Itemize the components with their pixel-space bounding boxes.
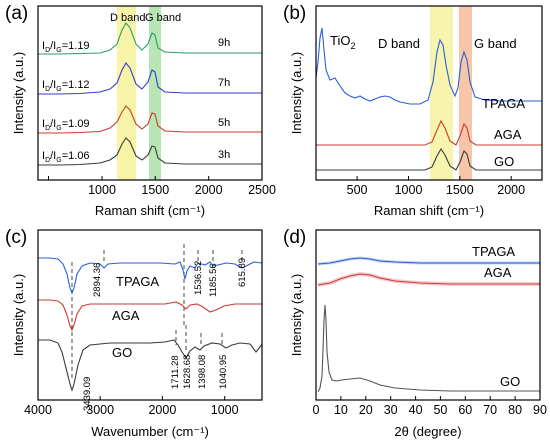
panel-c-frame [37, 229, 263, 401]
panel-b-xlabel: Raman shift (cm⁻¹) [374, 203, 484, 218]
panel-d-xtick-70: 70 [483, 403, 497, 417]
panel-d: (d) TPAGA AGA GO 0 10 20 30 40 50 60 70 … [283, 227, 547, 439]
panel-c-series-go [38, 339, 263, 392]
panel-a-series-3h [38, 137, 262, 166]
panel-c-xtick-4000: 4000 [24, 403, 52, 417]
panel-c-peak-1536: 1536.52 [193, 261, 204, 295]
panel-c-peak-3439: 3439.09 [82, 377, 93, 411]
panel-a-series-5h [38, 105, 262, 134]
panel-a-label: (a) [5, 3, 28, 24]
panel-b-series-go-label: GO [494, 154, 514, 169]
panel-d-label: (d) [283, 227, 306, 248]
panel-a-series-5h-label: 5h [218, 117, 230, 129]
panel-b-xtick-2000: 2000 [497, 183, 525, 197]
panel-d-series-tpaga-label: TPAGA [472, 244, 515, 259]
panel-b-d-band [430, 6, 453, 180]
panel-a-series-9h-label: 9h [218, 37, 230, 49]
panel-d-series-go-label: GO [500, 374, 520, 389]
panel-c-xtick-3000: 3000 [86, 403, 114, 417]
panel-b-label: (b) [283, 3, 306, 24]
panel-a-series-7h-label: 7h [218, 77, 230, 89]
panel-c-xlabel: Wavenumber (cm⁻¹) [91, 424, 209, 439]
panel-d-xtick-20: 20 [359, 403, 373, 417]
panel-d-series-go [317, 304, 540, 393]
panel-a-frame [37, 5, 263, 181]
panel-c-series-go-label: GO [112, 345, 132, 360]
panel-a-ratio-5h: ID/IG=1.09 [42, 118, 90, 132]
panel-c-ylabel: Intensity (a.u.) [11, 274, 26, 356]
panel-c-xtick-2000: 2000 [148, 403, 176, 417]
panel-c: (c) TPAGA AGA GO 2894.36 1536.52 1185.56… [5, 227, 263, 439]
panel-a-series-3h-label: 3h [218, 149, 230, 161]
panel-d-series-tpaga [317, 257, 540, 265]
panel-c-series-tpaga [38, 257, 263, 295]
panel-d-xtick-90: 90 [533, 403, 547, 417]
panel-a-xlabel: Raman shift (cm⁻¹) [95, 203, 205, 218]
panel-b-xtick-1000: 1000 [395, 183, 423, 197]
panel-b-series-tpaga [315, 27, 542, 105]
panel-a-series-9h [38, 22, 262, 55]
panel-d-series-aga [317, 273, 540, 286]
panel-b-g-band [459, 6, 472, 180]
panel-d-xtick-80: 80 [508, 403, 522, 417]
panel-d-xlabel: 2θ (degree) [394, 424, 461, 439]
panel-c-label: (c) [5, 227, 27, 248]
panel-a-g-band [149, 6, 161, 180]
panel-c-ticks [37, 396, 226, 400]
panel-c-series-aga [38, 299, 262, 332]
panel-d-ticks [315, 396, 541, 400]
panel-a-ticks [48, 176, 263, 180]
panel-a-xtick-1500: 1500 [141, 183, 169, 197]
panel-d-xtick-60: 60 [458, 403, 472, 417]
panel-d-ylabel: Intensity (a.u.) [289, 274, 304, 356]
panel-a-series-7h [38, 62, 262, 95]
panel-c-peak-1711: 1711.28 [170, 355, 181, 389]
panel-b-frame [315, 5, 543, 181]
panel-b-ylabel: Intensity (a.u.) [289, 52, 304, 134]
panel-c-peak-1628: 1628.68 [182, 355, 193, 389]
panel-c-peak-1398: 1398.08 [197, 355, 208, 389]
panel-d-xtick-0: 0 [313, 403, 320, 417]
panel-b-xtick-500: 500 [347, 183, 368, 197]
panel-c-xtick-1000: 1000 [211, 403, 239, 417]
panel-c-peak-1185: 1185.56 [208, 263, 219, 297]
panel-a-ratio-3h: ID/IG=1.06 [42, 150, 90, 164]
panel-c-series-aga-label: AGA [112, 308, 140, 323]
panel-c-peak-2894: 2894.36 [92, 263, 103, 297]
panel-d-xtick-50: 50 [433, 403, 447, 417]
panel-b-g-band-label: G band [474, 36, 517, 51]
panel-a-xtick-2000: 2000 [195, 183, 223, 197]
panel-d-frame [315, 229, 541, 401]
panel-a-d-band [117, 6, 136, 180]
panel-b-xtick-1500: 1500 [446, 183, 474, 197]
panel-a-d-band-label: D band [110, 12, 145, 24]
panel-d-xtick-10: 10 [334, 403, 348, 417]
panel-d-xtick-30: 30 [384, 403, 398, 417]
panel-d-xtick-40: 40 [409, 403, 423, 417]
panel-b-series-aga [316, 119, 542, 146]
panel-a-xtick-1000: 1000 [88, 183, 116, 197]
panel-a-ratio-9h: ID/IG=1.19 [42, 40, 90, 54]
panel-b-tio2-label: TiO2 [330, 33, 355, 51]
panel-a-g-band-label: G band [145, 12, 181, 24]
panel-b-series-aga-label: AGA [494, 127, 522, 142]
panel-b-ticks [356, 176, 512, 180]
panel-b-d-band-label: D band [378, 36, 420, 51]
panel-c-peak-615: 615.89 [237, 258, 248, 287]
panel-c-series-tpaga-label: TPAGA [116, 274, 159, 289]
panel-b: (b) TiO2 D band G band TPAGA AGA GO 500 … [283, 3, 543, 218]
panel-a: (a) D band G band ID/IG=1.19 ID/IG=1.12 … [5, 3, 276, 218]
panel-b-series-tpaga-label: TPAGA [482, 96, 525, 111]
panel-a-ylabel: Intensity (a.u.) [11, 52, 26, 134]
panel-a-ratio-7h: ID/IG=1.12 [42, 79, 90, 93]
panel-c-peak-1040: 1040.95 [218, 355, 229, 389]
panel-a-xtick-2500: 2500 [248, 183, 276, 197]
panel-c-guides [71, 244, 243, 378]
panel-d-series-aga-label: AGA [484, 265, 512, 280]
panel-b-series-go [316, 147, 542, 171]
